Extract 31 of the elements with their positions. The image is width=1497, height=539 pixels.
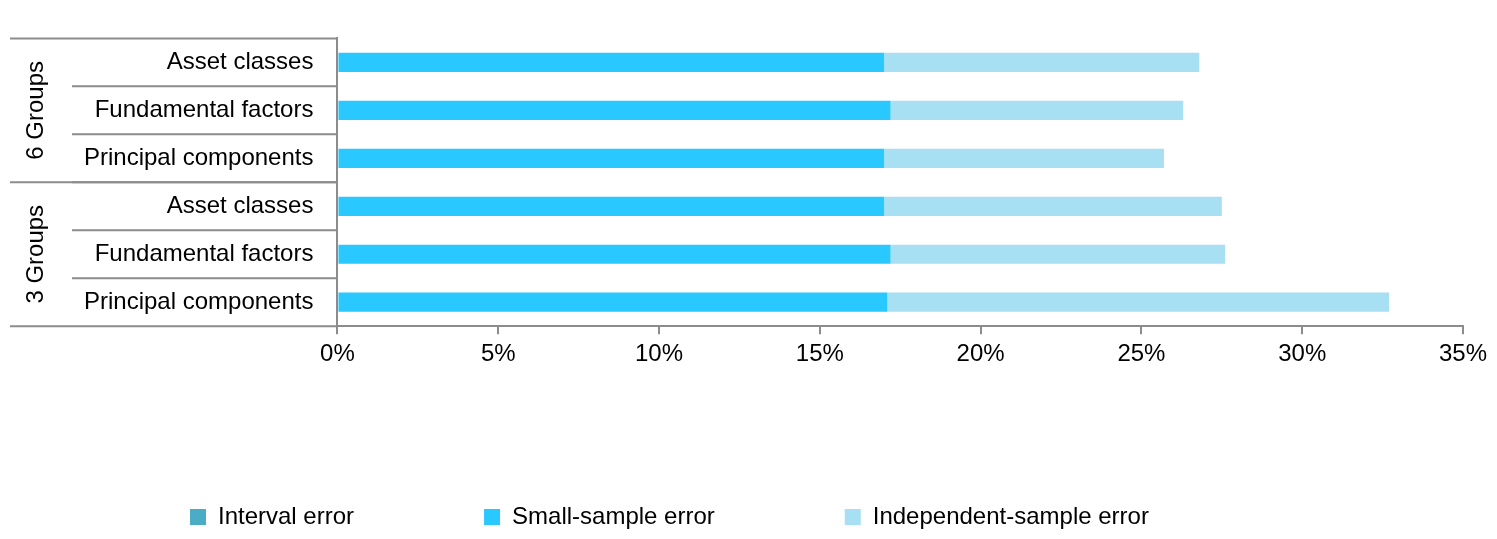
bar xyxy=(890,244,1226,264)
legend-label: Small-sample error xyxy=(512,501,715,529)
bar xyxy=(884,52,1200,72)
x-tick-label: 20% xyxy=(956,339,1005,367)
legend-label: Independent-sample error xyxy=(872,501,1149,529)
x-tick-label: 25% xyxy=(1117,339,1166,367)
x-tick-label: 35% xyxy=(1438,339,1488,367)
text: 3 Groups xyxy=(20,204,48,304)
bar xyxy=(338,52,885,72)
bar xyxy=(887,292,1390,312)
y-tick-label: Fundamental factors xyxy=(94,238,314,266)
bar xyxy=(890,100,1184,120)
y-tick-label: Asset classes xyxy=(166,190,314,218)
x-tick-label: 0% xyxy=(320,339,355,367)
y-tick-label: Principal components xyxy=(84,142,314,170)
y-tick-label: Fundamental factors xyxy=(94,94,314,122)
y-tick-label: Asset classes xyxy=(166,47,314,75)
x-tick-label: 10% xyxy=(635,339,684,367)
x-tick-label: 30% xyxy=(1278,339,1327,367)
x-tick-label: 5% xyxy=(480,339,516,367)
y-tick-label: Principal components xyxy=(84,286,314,314)
bar xyxy=(338,148,885,168)
bar xyxy=(338,244,891,264)
legend-label: Interval error xyxy=(218,501,355,529)
bar xyxy=(338,100,891,120)
x-tick-label: 15% xyxy=(795,339,844,367)
bar xyxy=(884,148,1164,168)
text: 6 Groups xyxy=(20,60,48,160)
bar xyxy=(884,196,1222,216)
bar xyxy=(338,292,888,312)
bar xyxy=(338,196,885,216)
